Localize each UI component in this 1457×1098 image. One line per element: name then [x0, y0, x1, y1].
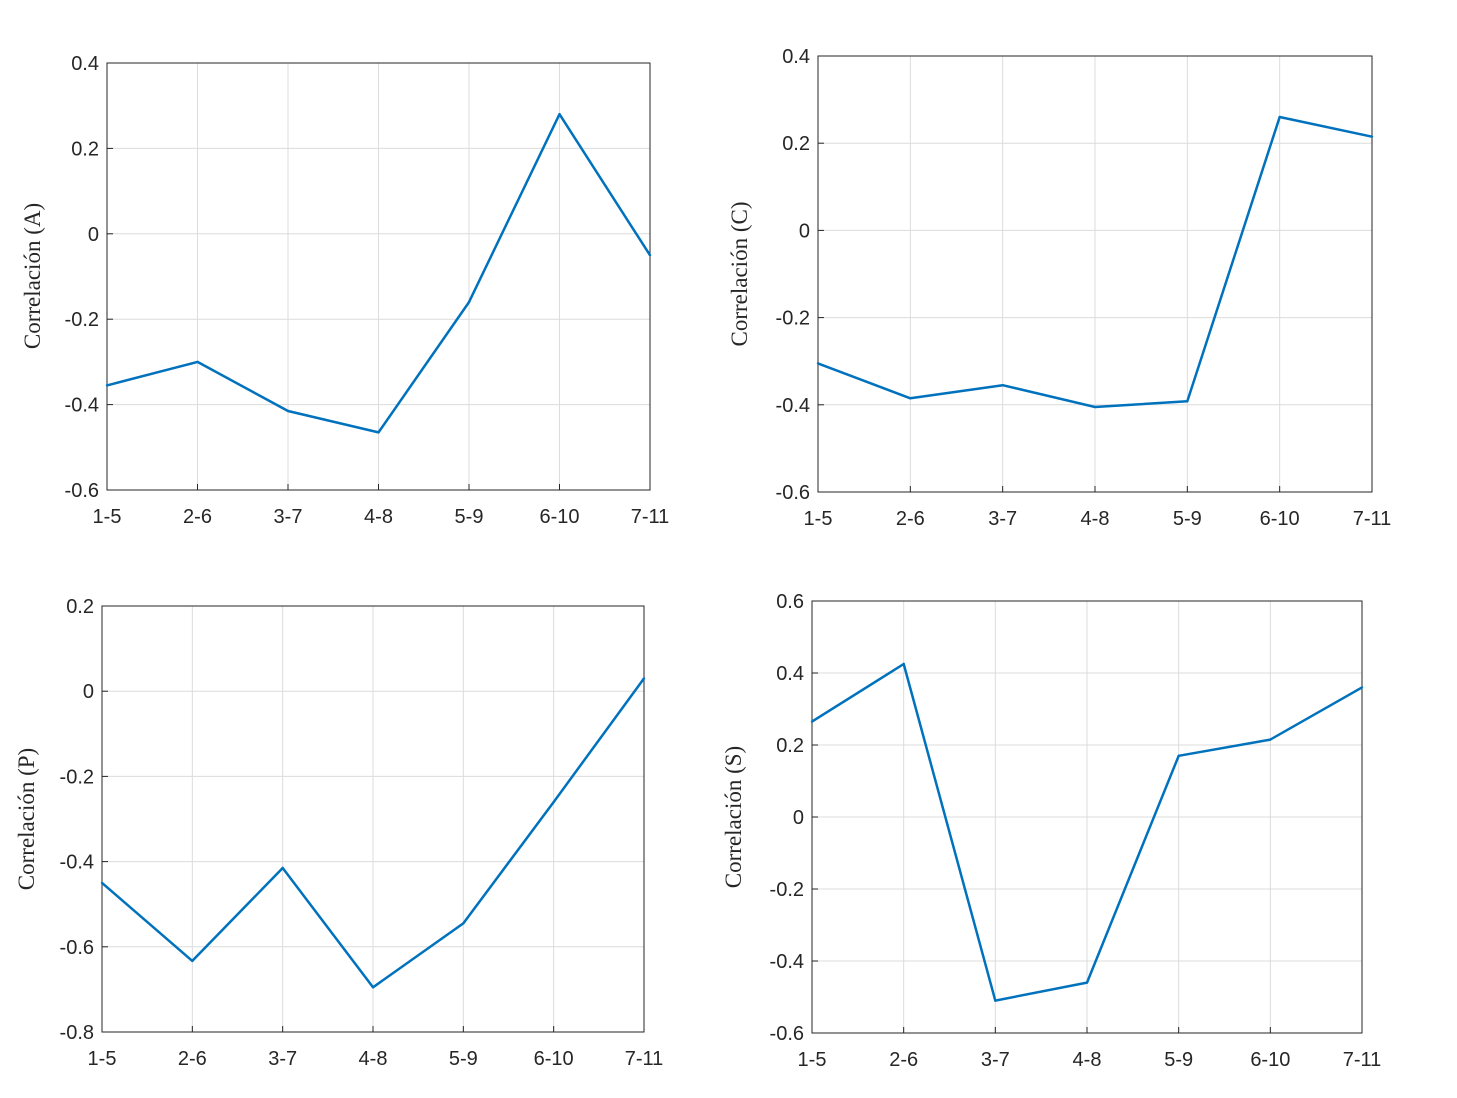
- x-tick-label: 3-7: [268, 1048, 297, 1070]
- y-tick-label: 0.2: [782, 133, 810, 155]
- y-tick-label: -0.6: [770, 1023, 804, 1045]
- data-point: [377, 431, 380, 434]
- x-tick-label: 5-9: [455, 506, 484, 528]
- chart-panel: 1-5 2-6 3-7 4-8 5-9 6-10 7-11 -0.6 -0.4 -0.2 0 0.2 0…: [721, 591, 1381, 1071]
- chart-panel: 1-5 2-6 3-7 4-8 5-9 6-10 7-11 -0.6 -0.4 -0.2 0 0.2 0…: [20, 53, 669, 528]
- y-tick-label: -0.2: [770, 879, 804, 901]
- y-tick-label: -0.4: [770, 951, 804, 973]
- x-tick-label: 1-5: [88, 1048, 117, 1070]
- y-tick-label: 0.2: [71, 138, 99, 160]
- y-tick-label: 0.2: [66, 596, 94, 618]
- y-tick-label: -0.4: [776, 395, 810, 417]
- y-tick-label: 0.4: [782, 46, 810, 68]
- x-tick-label: 4-8: [364, 506, 393, 528]
- data-point: [100, 881, 104, 885]
- data-point: [902, 662, 905, 666]
- y-tick-label: -0.6: [776, 482, 810, 504]
- x-tick-label: 5-9: [1164, 1049, 1193, 1071]
- x-tick-label: 5-9: [449, 1048, 478, 1070]
- y-tick-label: 0: [83, 681, 94, 703]
- x-tick-label: 2-6: [183, 506, 212, 528]
- data-point: [1370, 135, 1374, 138]
- data-point: [1177, 754, 1180, 757]
- data-point: [191, 959, 194, 963]
- y-tick-label: -0.4: [60, 852, 94, 874]
- x-tick-label: 6-10: [534, 1048, 574, 1070]
- y-tick-label: 0.6: [776, 591, 804, 613]
- data-point: [816, 362, 820, 365]
- x-tick-label: 6-10: [539, 506, 579, 528]
- data-point: [558, 113, 561, 116]
- y-axis-label: Correlación (C): [727, 202, 752, 347]
- y-tick-label: -0.4: [65, 395, 99, 417]
- data-point: [196, 360, 199, 364]
- x-tick-label: 3-7: [274, 506, 303, 528]
- x-tick-label: 2-6: [178, 1048, 207, 1070]
- data-point: [552, 800, 555, 804]
- data-point: [1093, 405, 1097, 409]
- x-tick-label: 1-5: [804, 508, 833, 530]
- data-point: [1186, 400, 1189, 403]
- x-tick-label: 2-6: [889, 1049, 918, 1071]
- y-axis-label: Correlación (P): [14, 748, 39, 890]
- data-point: [810, 720, 814, 723]
- data-point: [1278, 115, 1281, 119]
- data-point: [1001, 383, 1004, 387]
- x-tick-label: 2-6: [896, 508, 925, 530]
- x-tick-label: 7-11: [631, 506, 670, 528]
- x-tick-label: 4-8: [1073, 1049, 1102, 1071]
- x-tick-label: 6-10: [1250, 1049, 1290, 1071]
- data-point: [462, 922, 465, 925]
- data-point: [1360, 686, 1364, 689]
- data-point: [467, 300, 471, 304]
- data-point: [642, 677, 646, 680]
- x-tick-label: 7-11: [625, 1048, 664, 1070]
- y-tick-label: 0: [88, 224, 99, 246]
- x-tick-label: 5-9: [1173, 508, 1202, 530]
- x-tick-label: 7-11: [1343, 1049, 1382, 1071]
- y-tick-label: 0: [799, 220, 810, 242]
- x-tick-label: 1-5: [93, 506, 122, 528]
- chart-panel: 1-5 2-6 3-7 4-8 5-9 6-10 7-11 -0.8 -0.6 -0.4 -0.2 0…: [14, 596, 663, 1070]
- x-tick-label: 1-5: [798, 1049, 827, 1071]
- y-axis-label: Correlación (A): [20, 203, 45, 349]
- y-tick-label: 0.4: [71, 53, 99, 75]
- data-point: [371, 986, 375, 989]
- x-tick-label: 6-10: [1260, 508, 1300, 530]
- y-tick-label: -0.2: [65, 309, 99, 331]
- y-tick-label: 0: [793, 807, 804, 829]
- y-tick-label: 0.4: [776, 663, 804, 685]
- y-tick-label: -0.2: [60, 766, 94, 788]
- y-axis-label: Correlación (S): [721, 746, 746, 888]
- y-tick-label: -0.2: [776, 308, 810, 330]
- data-point: [286, 409, 290, 413]
- x-tick-label: 3-7: [981, 1049, 1010, 1071]
- data-point: [281, 866, 284, 870]
- data-point: [1085, 981, 1089, 984]
- x-tick-label: 4-8: [1081, 508, 1110, 530]
- x-tick-label: 7-11: [1353, 508, 1392, 530]
- y-tick-label: 0.2: [776, 735, 804, 757]
- chart-panel: 1-5 2-6 3-7 4-8 5-9 6-10 7-11 -0.6 -0.4 -0.2 0 0.2 0…: [727, 46, 1391, 530]
- y-tick-label: -0.8: [60, 1022, 94, 1044]
- y-tick-label: -0.6: [65, 480, 99, 502]
- data-point: [994, 999, 997, 1002]
- y-tick-label: -0.6: [60, 937, 94, 959]
- data-point: [648, 253, 652, 257]
- x-tick-label: 3-7: [988, 508, 1017, 530]
- data-point: [909, 397, 912, 400]
- data-point: [1269, 738, 1272, 741]
- x-tick-label: 4-8: [359, 1048, 388, 1070]
- data-point: [105, 384, 109, 387]
